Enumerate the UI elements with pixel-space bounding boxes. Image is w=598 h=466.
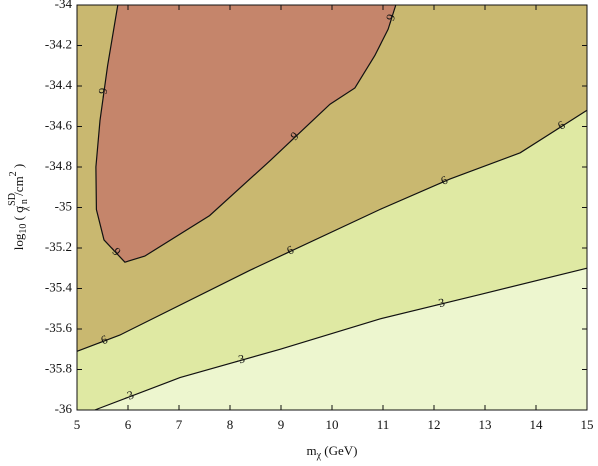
y-tick-label: -35 <box>55 198 72 213</box>
y-label-sup: SD <box>7 193 18 206</box>
x-tick-label: 8 <box>227 417 234 432</box>
y-label-open: ( σ <box>11 206 26 224</box>
y-tick-label: -34.8 <box>45 158 72 173</box>
y-tick-label: -34.2 <box>45 36 72 51</box>
y-label-unit: /cm <box>11 176 26 199</box>
y-axis-label: log10 ( σSDχ n /cm2 ) <box>7 164 30 251</box>
contour-line <box>94 267 588 411</box>
y-label-unit-sup: 2 <box>8 171 19 176</box>
y-label-sub: 10 <box>18 224 29 234</box>
contour-label: -9 <box>382 12 398 26</box>
x-tick-label: 10 <box>326 417 339 432</box>
contour-label: -3 <box>121 388 135 405</box>
y-tick-label: -34.4 <box>45 77 73 92</box>
y-tick-label: -35.8 <box>45 360 72 375</box>
band-fill <box>95 5 396 263</box>
x-label-sub: χ <box>316 450 322 461</box>
x-tick-label: 15 <box>581 417 594 432</box>
y-label-sub2: χ n <box>19 199 30 212</box>
x-label-main: m <box>306 443 316 458</box>
x-tick-label: 14 <box>530 417 544 432</box>
y-label-close: ) <box>11 164 26 172</box>
contour-label: -3 <box>433 295 446 311</box>
y-tick-label: -35.2 <box>45 239 72 254</box>
contour-label: -6 <box>95 332 109 349</box>
x-tick-label: 12 <box>428 417 441 432</box>
y-tick-label: -36 <box>55 401 73 416</box>
x-tick-label: 13 <box>479 417 492 432</box>
x-label-rest: (GeV) <box>321 443 357 458</box>
y-tick-label: -35.4 <box>45 279 73 294</box>
y-tick-label: -35.6 <box>45 320 73 335</box>
x-tick-label: 9 <box>278 417 285 432</box>
x-tick-label: 7 <box>176 417 183 432</box>
x-axis-label: mχ (GeV) <box>306 443 357 461</box>
x-tick-label: 5 <box>74 417 81 432</box>
x-tick-label: 6 <box>125 417 132 432</box>
band-fill <box>94 268 588 410</box>
y-tick-label: -34.6 <box>45 117 73 132</box>
y-tick-label: -34 <box>55 0 73 11</box>
x-tick-label: 11 <box>377 417 390 432</box>
contour-label: -9 <box>95 87 110 99</box>
contour-line <box>95 4 397 263</box>
y-label-main: log <box>11 233 26 250</box>
contour-label: -3 <box>233 351 246 367</box>
contour-line <box>76 109 588 352</box>
